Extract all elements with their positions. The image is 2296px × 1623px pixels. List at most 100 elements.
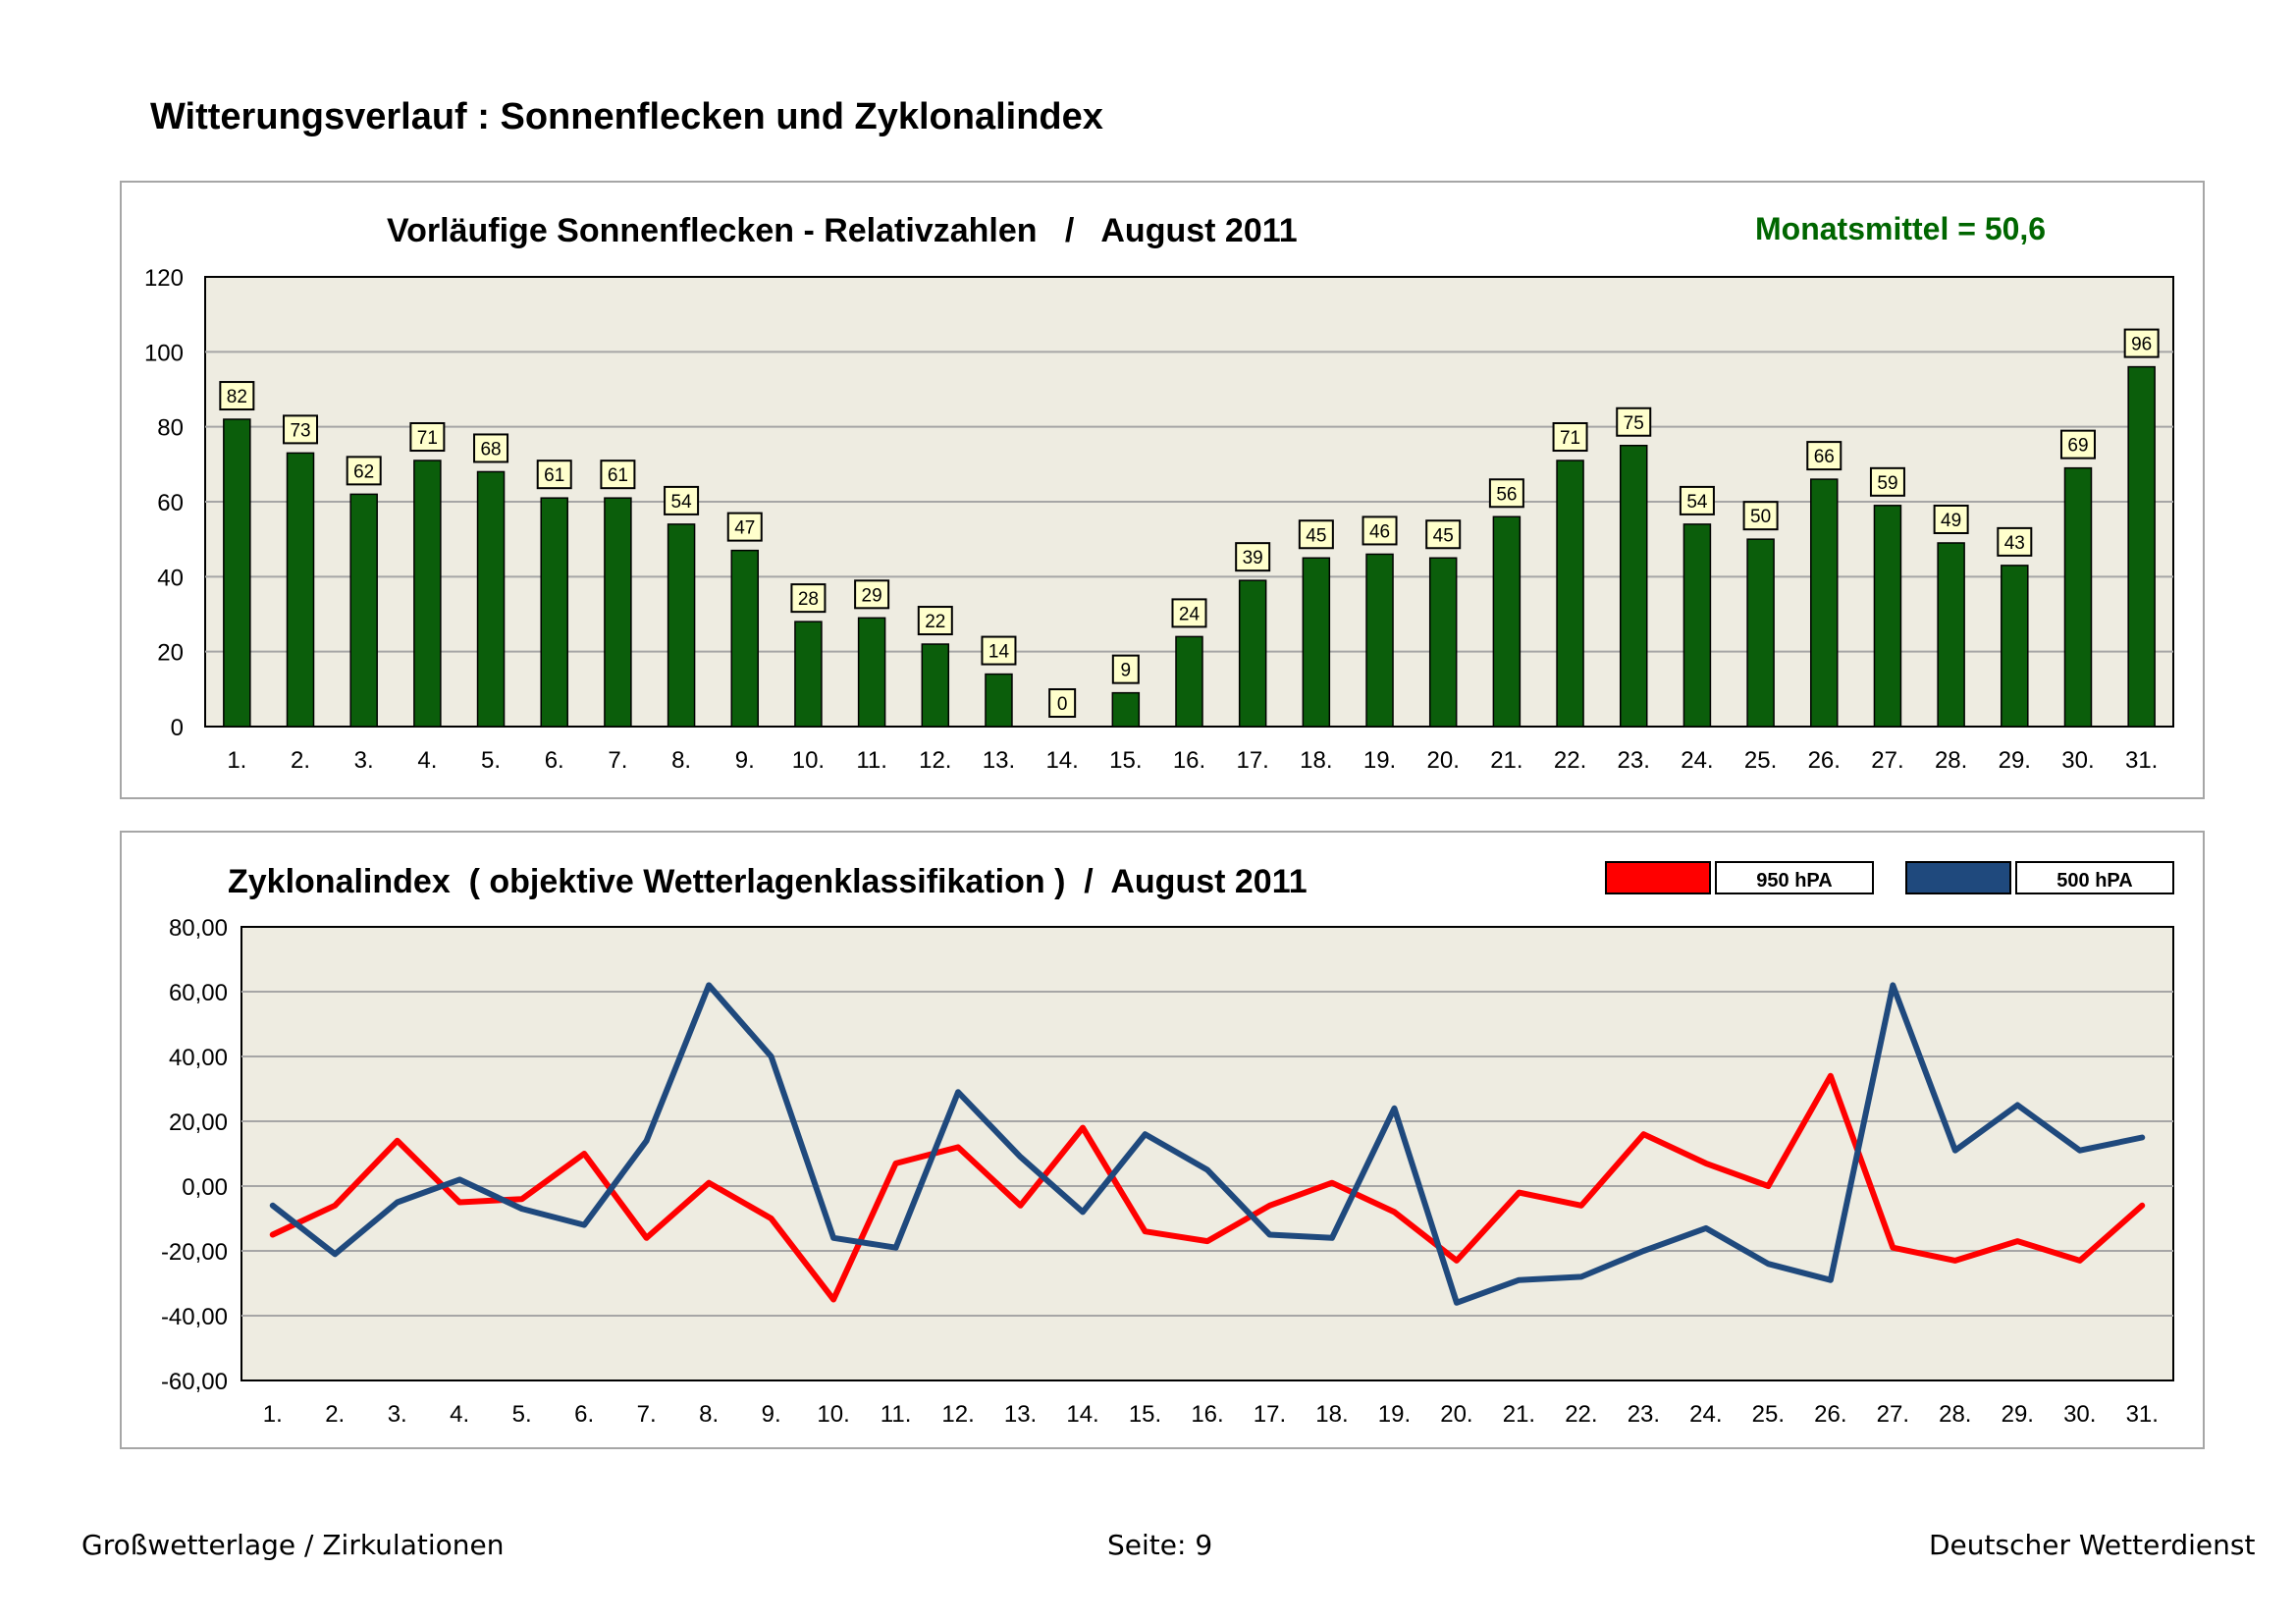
line-x-tick-label: 8. (699, 1401, 719, 1428)
line-x-tick-label: 19. (1378, 1401, 1411, 1428)
bar-x-tick-label: 28. (1935, 747, 1967, 774)
bar-x-tick-label: 18. (1300, 747, 1332, 774)
sunspot-bar (921, 643, 950, 728)
line-x-tick-label: 11. (881, 1401, 912, 1428)
legend-box-950 (1715, 861, 1874, 894)
bar-x-tick-label: 8. (671, 747, 691, 774)
bar-value-label-box (1048, 688, 1077, 718)
sunspot-bar (286, 452, 315, 728)
bar-value-label: 71 (417, 428, 438, 449)
line-y-tick-label: -60,00 (161, 1369, 228, 1395)
sunspot-bar (413, 460, 442, 728)
line-x-tick-label: 5. (512, 1401, 532, 1428)
sunspot-chart-title: Vorläufige Sonnenflecken - Relativzahlen… (387, 212, 1298, 249)
bar-x-tick-label: 27. (1871, 747, 1903, 774)
line-x-tick-label: 26. (1814, 1401, 1846, 1428)
bar-value-label-box (283, 414, 319, 445)
bar-value-label-box (473, 433, 509, 463)
line-x-tick-label: 17. (1254, 1401, 1286, 1428)
line-x-tick-label: 23. (1628, 1401, 1660, 1428)
sunspot-bar-chart: Vorläufige Sonnenflecken - Relativzahlen… (144, 211, 2174, 774)
line-x-tick-label: 2. (325, 1401, 345, 1428)
legend-swatch-500 (1905, 861, 2011, 894)
line-x-tick-label: 24. (1689, 1401, 1722, 1428)
zyklonal-chart-panel: Zyklonalindex ( objektive Wetterlagenkla… (120, 831, 2205, 1449)
line-y-tick-label: 0,00 (182, 1174, 228, 1201)
bar-y-tick-label: 80 (157, 415, 184, 442)
zyklonal-plot-area (240, 926, 2174, 1381)
bar-value-label: 14 (988, 642, 1010, 663)
bar-x-tick-label: 2. (291, 747, 310, 774)
bar-x-tick-label: 7. (608, 747, 627, 774)
line-x-tick-label: 15. (1129, 1401, 1161, 1428)
line-x-tick-label: 28. (1939, 1401, 1971, 1428)
bar-x-tick-label: 24. (1681, 747, 1713, 774)
bar-x-tick-label: 13. (983, 747, 1015, 774)
page-title: Witterungsverlauf : Sonnenflecken und Zy… (150, 96, 1103, 137)
sunspot-bar (794, 621, 823, 728)
bar-value-label: 71 (1560, 428, 1580, 449)
bar-value-label: 43 (2004, 533, 2025, 554)
bar-y-tick-label: 40 (157, 565, 184, 591)
bar-y-tick-label: 20 (157, 640, 184, 667)
bar-value-label: 24 (1179, 604, 1201, 624)
bar-x-tick-label: 9. (735, 747, 755, 774)
sunspot-bar (1937, 542, 1965, 728)
bar-value-label-box (1869, 466, 1905, 497)
bar-x-tick-label: 4. (417, 747, 437, 774)
line-x-tick-label: 10. (817, 1401, 849, 1428)
bar-value-label: 45 (1433, 525, 1454, 546)
bar-value-label-box (219, 381, 255, 411)
footer-right: Deutscher Wetterdienst (1929, 1529, 2256, 1561)
bar-y-tick-label: 120 (144, 265, 184, 292)
sunspot-bar (1746, 538, 1775, 728)
monthly-mean-label: Monatsmittel = 50,6 (1755, 211, 2046, 246)
bar-value-label-box (1616, 406, 1652, 437)
sunspot-bar (667, 523, 696, 728)
line-y-tick-label: 20,00 (169, 1109, 228, 1136)
line-y-tick-label: 60,00 (169, 980, 228, 1006)
bar-value-label-box (726, 512, 763, 542)
bar-x-tick-label: 23. (1618, 747, 1650, 774)
bar-value-label: 82 (227, 387, 247, 407)
bar-x-tick-label: 3. (354, 747, 374, 774)
bar-y-tick-label: 100 (144, 340, 184, 366)
sunspot-bar (2001, 565, 2029, 728)
bar-value-label-box (790, 583, 827, 614)
bar-value-label-box (1679, 485, 1715, 515)
bar-value-label: 54 (671, 492, 693, 513)
bar-value-label-box (854, 579, 890, 610)
legend-label-500: 500 hPA (2056, 870, 2132, 892)
bar-value-label-box (409, 422, 446, 453)
bar-value-label-box (1362, 515, 1398, 546)
line-y-tick-label: 40,00 (169, 1045, 228, 1071)
line-x-tick-label: 4. (450, 1401, 469, 1428)
bar-value-label-box (1298, 519, 1334, 550)
bar-value-label: 66 (1814, 447, 1835, 467)
bar-value-label-box (1742, 501, 1779, 531)
bar-value-label: 75 (1624, 413, 1644, 434)
bar-value-label-box (1235, 542, 1271, 572)
bar-value-label: 61 (544, 465, 564, 486)
bar-value-label-box (1806, 441, 1842, 471)
line-x-tick-label: 13. (1004, 1401, 1037, 1428)
bar-x-tick-label: 20. (1427, 747, 1460, 774)
bar-value-label-box (2123, 328, 2160, 358)
bar-value-label-box (917, 606, 953, 636)
bar-value-label: 22 (925, 612, 945, 632)
line-x-tick-label: 7. (637, 1401, 657, 1428)
bar-value-label: 45 (1306, 525, 1326, 546)
bar-value-label-box (1111, 654, 1140, 684)
bar-x-tick-label: 19. (1363, 747, 1396, 774)
bar-value-label: 69 (2067, 436, 2088, 457)
sunspot-bar (1556, 460, 1584, 728)
bar-value-label: 96 (2131, 335, 2152, 355)
line-x-tick-label: 12. (941, 1401, 974, 1428)
bar-value-label-box (1997, 526, 2033, 557)
zyklonal-chart-title: Zyklonalindex ( objektive Wetterlagenkla… (228, 863, 1308, 900)
line-x-tick-label: 3. (388, 1401, 407, 1428)
line-x-tick-label: 25. (1752, 1401, 1785, 1428)
bar-value-label-box (1171, 598, 1207, 628)
legend-swatch-950 (1605, 861, 1711, 894)
bar-x-tick-label: 16. (1173, 747, 1205, 774)
